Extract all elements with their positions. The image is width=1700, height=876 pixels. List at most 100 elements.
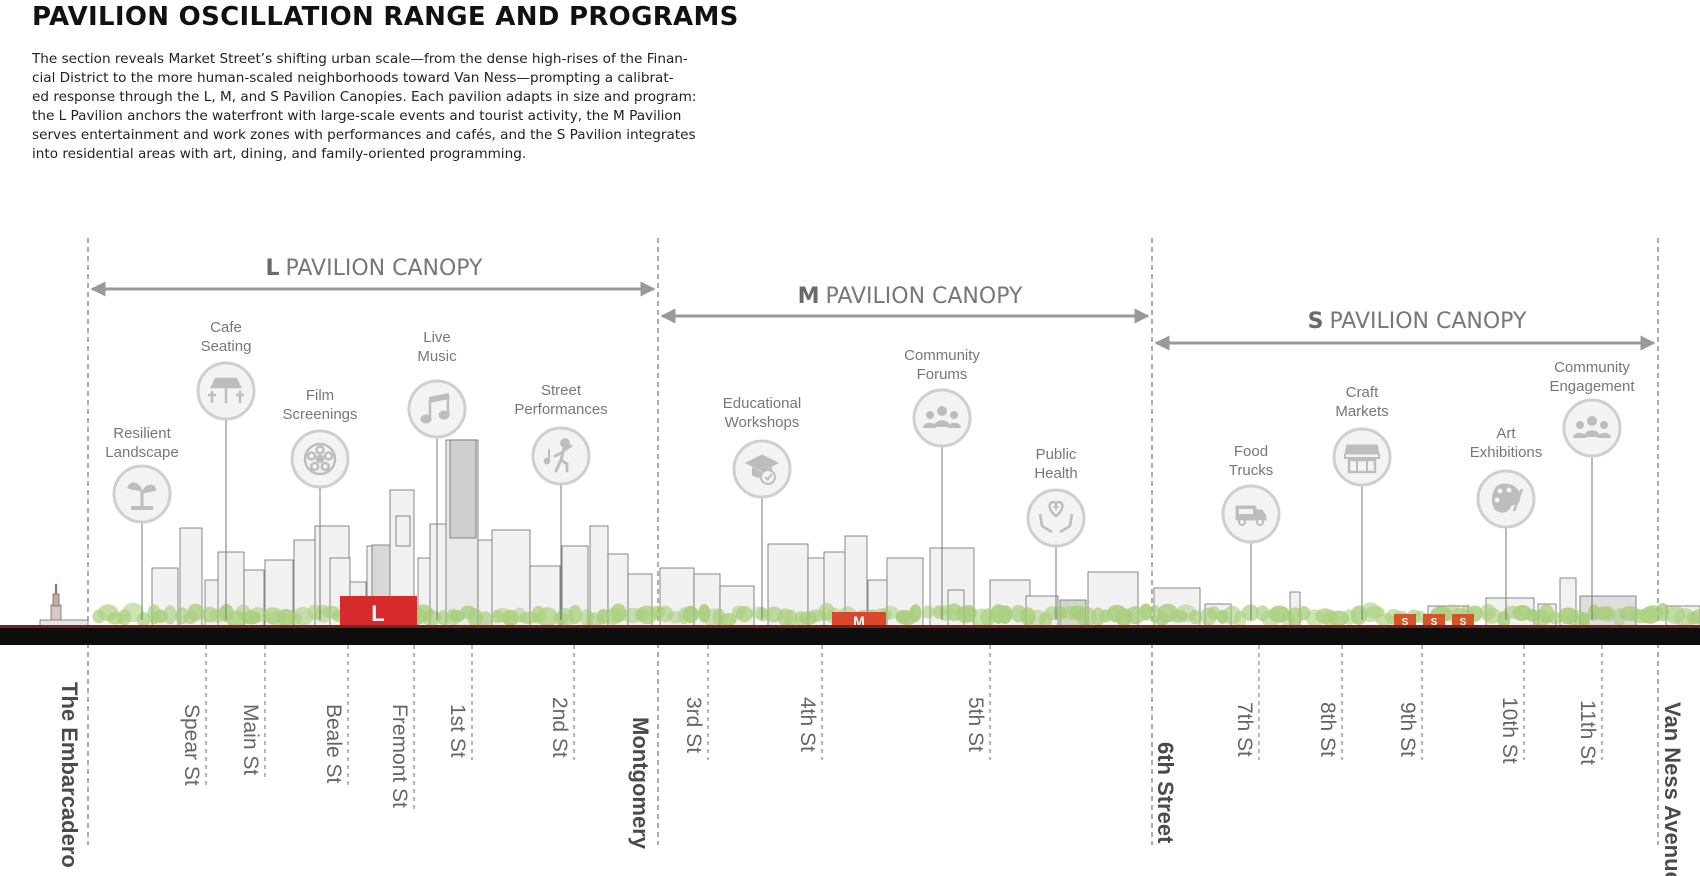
food-truck-icon (1235, 505, 1267, 526)
pavilion-m-block (832, 612, 886, 627)
street-ticks (205, 645, 1603, 812)
tree-canopy (502, 609, 519, 627)
street-label: Spear St (180, 704, 203, 786)
ground-band (0, 627, 1700, 645)
program-community-engagement: Community Engagement (1549, 359, 1635, 620)
tree-canopy (818, 603, 835, 621)
tree-canopy (1076, 607, 1097, 627)
street-label: Montgomery (628, 717, 653, 850)
people-group-icon (923, 406, 961, 428)
tree-canopy (1690, 608, 1700, 625)
tree-canopy (249, 607, 267, 623)
tree-canopy (997, 605, 1013, 624)
tree-canopy (1482, 607, 1502, 624)
zone-s-label: S PAVILION CANOPY (1308, 309, 1527, 334)
street-label: 5th St (964, 697, 987, 752)
tree-canopy (909, 604, 922, 623)
art-palette-icon (1491, 483, 1524, 513)
description-line: cial District to the more human-scaled n… (32, 70, 674, 86)
program-educational-workshops: Educational Workshops (723, 395, 801, 620)
tree-canopy (783, 609, 798, 627)
pavilion-s-letter: S (1431, 617, 1438, 628)
street-label: Main St (239, 704, 262, 775)
cafe-table-icon (208, 377, 244, 403)
tree-canopy (1577, 612, 1591, 628)
tree-canopy (1222, 605, 1242, 625)
pavilion-markers: L M S S S (340, 596, 1474, 629)
zone-boundaries (87, 238, 1659, 845)
pavilion-s-block (1394, 614, 1416, 627)
program-craft-markets: Craft Markets (1332, 384, 1392, 620)
street-surface (0, 625, 1700, 628)
tree-canopy (276, 609, 296, 627)
description-line: ed response through the L, M, and S Pavi… (32, 89, 697, 105)
zone-l: L PAVILION CANOPY (90, 256, 656, 297)
street-label: 7th St (1233, 702, 1256, 757)
graduation-cap-icon (744, 454, 780, 485)
street-label: 8th St (1316, 702, 1339, 757)
music-note-icon (420, 393, 450, 424)
description-line: serves entertainment and work zones with… (32, 127, 696, 143)
street-label: 1st St (446, 704, 469, 758)
tree-canopy (421, 609, 442, 627)
program-art-exhibitions: Art Exhibitions (1470, 425, 1543, 620)
tree-canopy (718, 613, 737, 627)
pavilion-l-block (340, 596, 417, 627)
street-label: 6th Street (1153, 742, 1178, 844)
tree-canopy (241, 610, 262, 625)
street-label: 3rd St (682, 697, 705, 753)
tree-canopy (478, 611, 493, 627)
tree-canopy (187, 603, 204, 622)
dancer-icon (543, 438, 573, 473)
tree-canopy (698, 603, 711, 623)
description: The section reveals Market Street’s shif… (32, 50, 697, 164)
tree-canopy (292, 606, 314, 626)
tree-canopy (467, 608, 483, 628)
tree-canopy (568, 604, 582, 625)
program-resilient-landscape: Resilient Landscape (105, 425, 179, 620)
tree-canopy (1188, 609, 1202, 625)
tree-canopy (656, 605, 674, 623)
program-live-music: Live Music (407, 329, 467, 620)
program-street-performances: Street Performances (514, 382, 608, 620)
street-label: 9th St (1396, 702, 1419, 757)
sprout-icon (127, 482, 157, 510)
street-label: 4th St (796, 697, 819, 752)
pavilion-s-letter: S (1402, 617, 1409, 628)
tree-canopy (1268, 605, 1291, 623)
street-label: Van Ness Avenue (1660, 702, 1685, 876)
program-cafe-seating: Cafe Seating (196, 319, 256, 620)
pavilion-l-letter: L (371, 601, 384, 626)
tree-canopy (610, 603, 627, 623)
program-public-health: Public Health (1026, 446, 1086, 620)
pavilion-s-letter: S (1460, 617, 1467, 628)
zone-m-label: M PAVILION CANOPY (798, 284, 1023, 309)
pavilion-s-block (1423, 614, 1445, 627)
program-food-trucks: Food Trucks (1221, 443, 1281, 620)
description-line: The section reveals Market Street’s shif… (32, 51, 688, 67)
tree-canopy (490, 609, 504, 624)
street-label: 2nd St (548, 697, 571, 758)
film-reel-icon (303, 442, 337, 476)
pavilion-s-block (1452, 614, 1474, 627)
program-film-screenings: Film Screenings (282, 387, 358, 620)
tree-canopy (536, 607, 558, 627)
description-line: into residential areas with art, dining,… (32, 146, 527, 162)
page-title: PAVILION OSCILLATION RANGE AND PROGRAMS (32, 2, 739, 32)
street-label: 10th St (1498, 697, 1521, 764)
skyline (39, 439, 1700, 628)
tree-canopy (1053, 606, 1067, 621)
tree-canopy (921, 605, 935, 619)
